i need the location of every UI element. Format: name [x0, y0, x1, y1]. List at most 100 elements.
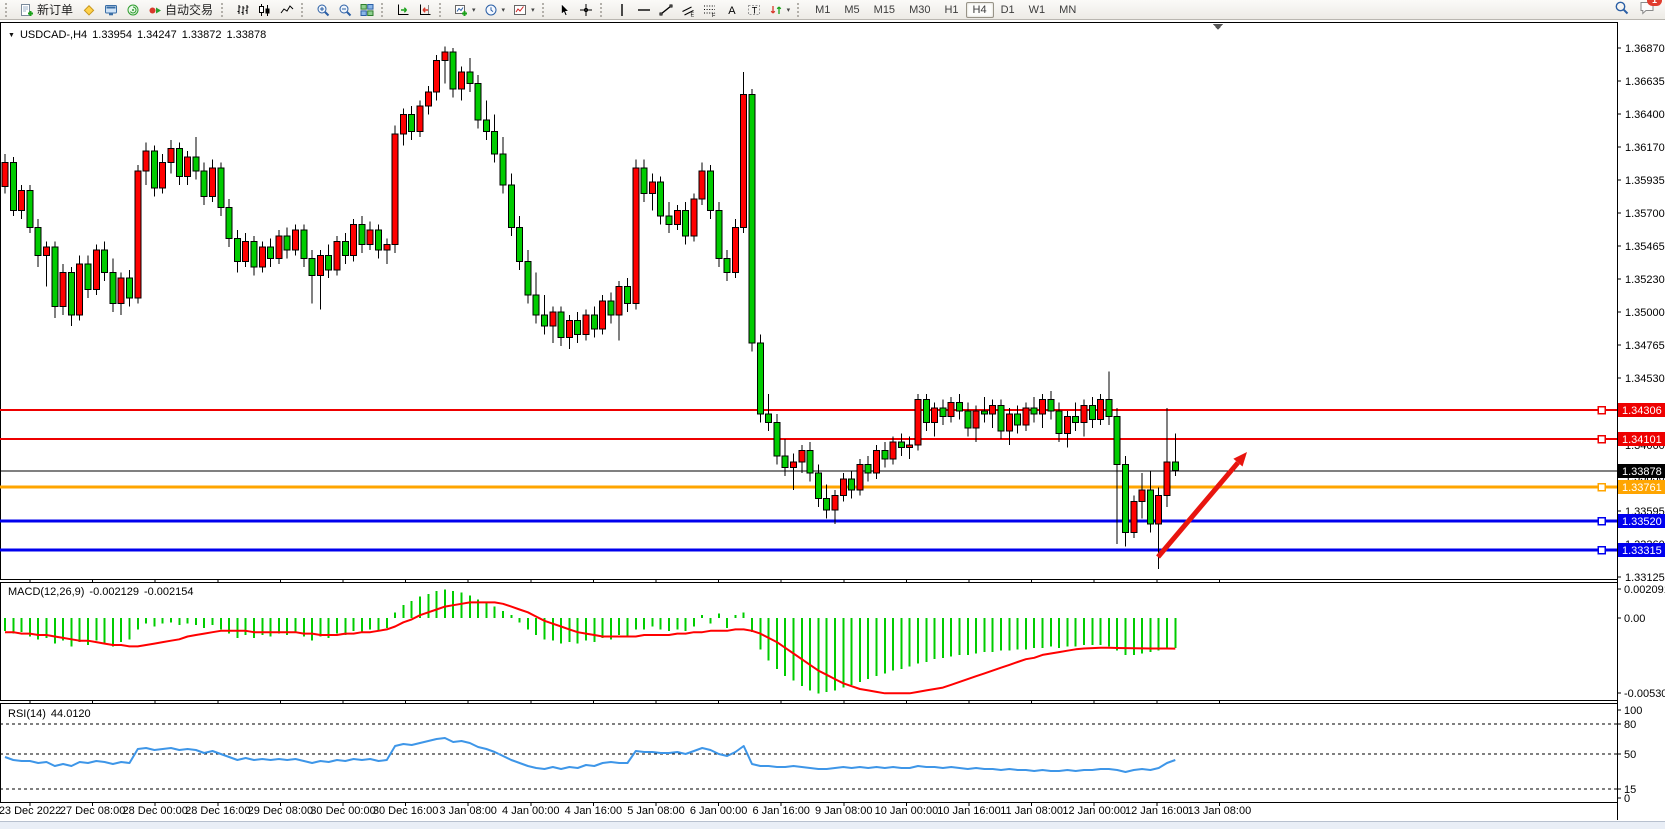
terminal-button[interactable] [100, 0, 122, 20]
terminal-icon [104, 3, 118, 17]
horizontal-line-button[interactable] [633, 0, 655, 20]
vertical-line-button[interactable] [611, 0, 633, 20]
macd-signal-line [5, 601, 1176, 695]
svg-text:1.34101: 1.34101 [1622, 434, 1662, 446]
new-order-label: 新订单 [37, 3, 74, 17]
new-chart-icon [454, 3, 468, 17]
svg-text:13 Jan 08:00: 13 Jan 08:00 [1188, 805, 1252, 817]
svg-text:0.00: 0.00 [1624, 613, 1645, 625]
svg-text:1.36870: 1.36870 [1625, 43, 1665, 55]
svg-text:-0.005303: -0.005303 [1624, 688, 1665, 700]
timeframe-m30-button[interactable]: M30 [909, 3, 931, 16]
svg-text:30 Dec 00:00: 30 Dec 00:00 [310, 805, 375, 817]
toolbar-grip[interactable] [381, 2, 387, 17]
svg-text:27 Dec 08:00: 27 Dec 08:00 [60, 805, 125, 817]
dropdown-caret-icon[interactable]: ▾ [786, 6, 791, 14]
svg-text:0: 0 [1624, 793, 1630, 805]
toolbar-grip[interactable] [301, 2, 307, 17]
one-click-panel-toggle-icon[interactable]: ▼ [8, 32, 15, 39]
svg-text:1.33520: 1.33520 [1622, 516, 1662, 528]
toolbar-grip[interactable] [221, 2, 227, 17]
price-axis[interactable]: 1.36870 1.36635 1.36400 1.36170 1.35935 1.357… [1617, 43, 1665, 584]
svg-text:1.35935: 1.35935 [1625, 175, 1665, 187]
metaeditor-button[interactable] [78, 0, 100, 20]
svg-text:12 Jan 00:00: 12 Jan 00:00 [1062, 805, 1126, 817]
dropdown-caret-icon[interactable]: ▾ [472, 6, 476, 14]
text-label-button[interactable]: T [743, 0, 765, 20]
svg-text:23 Dec 2022: 23 Dec 2022 [0, 805, 61, 817]
timeframe-m1-button[interactable]: M1 [815, 3, 831, 16]
svg-text:30 Dec 16:00: 30 Dec 16:00 [373, 805, 438, 817]
strategy-tester-button[interactable] [122, 0, 144, 20]
hline-1.34101[interactable]: 1.34101 [0, 432, 1665, 446]
auto-scroll-button[interactable] [392, 0, 414, 20]
dropdown-caret-icon[interactable]: ▾ [531, 6, 535, 14]
crosshair-button[interactable] [575, 0, 597, 20]
tile-windows-button[interactable] [356, 0, 378, 20]
status-strip [0, 821, 1665, 829]
chart-canvas[interactable]: 1.36870 1.36635 1.36400 1.36170 1.35935 1.357… [0, 20, 1665, 828]
timeframe-m15-button[interactable]: M15 [873, 3, 896, 16]
timeframe-h4-button[interactable]: H4 [965, 1, 994, 18]
svg-text:T: T [751, 5, 757, 15]
chart-window[interactable]: 1.36870 1.36635 1.36400 1.36170 1.35935 1.357… [0, 20, 1665, 829]
new-order-button[interactable]: 新订单 [16, 0, 78, 20]
zoom-in-button[interactable] [312, 0, 334, 20]
templates-button[interactable]: ▾ [509, 0, 539, 20]
text-button[interactable]: A [721, 0, 743, 20]
notifications-button[interactable]: 1 [1639, 0, 1662, 20]
svg-text:F: F [712, 12, 716, 16]
rsi-line [4, 737, 1176, 773]
hline-1.33761[interactable]: 1.33761 [0, 480, 1665, 494]
hline-1.33315[interactable]: 1.33315 [0, 543, 1665, 557]
chart-shift-marker[interactable] [1213, 24, 1223, 30]
toolbar-grip[interactable] [5, 2, 11, 17]
strategy-tester-icon [126, 3, 140, 17]
svg-text:3 Jan 08:00: 3 Jan 08:00 [439, 805, 497, 817]
svg-text:5 Jan 08:00: 5 Jan 08:00 [627, 805, 685, 817]
trend-arrow-annotation[interactable] [1156, 452, 1247, 559]
equidistant-channel-icon: E [681, 3, 695, 17]
rsi-axis[interactable]: 100 80 50 150 [1617, 705, 1642, 805]
macd-axis[interactable]: 0.002091 0.00 -0.005303 [1617, 584, 1665, 700]
toolbar-grip[interactable] [541, 2, 548, 17]
hline-1.34306[interactable]: 1.34306 [0, 403, 1665, 417]
autotrading-label: 自动交易 [165, 3, 214, 17]
timeframe-m5-button[interactable]: M5 [844, 3, 860, 16]
trendline-button[interactable] [655, 0, 677, 20]
zoom-out-button[interactable] [334, 0, 356, 20]
dropdown-caret-icon[interactable]: ▾ [501, 6, 506, 14]
toolbar-grip[interactable] [599, 2, 606, 17]
timeframe-d1-button[interactable]: D1 [1000, 3, 1015, 16]
periods-button[interactable]: ▾ [480, 0, 510, 20]
svg-text:29 Dec 08:00: 29 Dec 08:00 [248, 805, 313, 817]
svg-text:6 Jan 16:00: 6 Jan 16:00 [752, 805, 810, 817]
candlestick-chart-button[interactable] [254, 0, 276, 20]
svg-text:100: 100 [1624, 705, 1642, 717]
arrows-button[interactable]: ▾ [765, 0, 795, 20]
periods-icon [484, 3, 498, 17]
bar-chart-button[interactable] [232, 0, 254, 20]
toolbar-grip[interactable] [439, 2, 445, 17]
svg-text:1.33878: 1.33878 [1622, 466, 1662, 478]
cursor-button[interactable] [553, 0, 575, 20]
autotrading-button[interactable]: 自动交易 [144, 0, 218, 20]
svg-text:1.36400: 1.36400 [1625, 109, 1665, 121]
hline-1.33520[interactable]: 1.33520 [0, 514, 1665, 528]
line-chart-button[interactable] [276, 0, 298, 20]
toolbar-grip[interactable] [797, 2, 803, 17]
chart-shift-button[interactable] [414, 0, 436, 20]
vertical-line-icon [615, 3, 629, 17]
new-chart-button[interactable]: ▾ [450, 0, 480, 20]
equidistant-channel-button[interactable]: E [677, 0, 699, 20]
fibonacci-icon: F [703, 3, 717, 17]
fibonacci-button[interactable]: F [699, 0, 721, 20]
timeframe-w1-button[interactable]: W1 [1028, 3, 1046, 16]
zoom-out-icon [338, 3, 352, 17]
search-icon[interactable] [1614, 0, 1629, 20]
svg-text:1.35000: 1.35000 [1625, 307, 1665, 319]
timeframe-h1-button[interactable]: H1 [944, 3, 959, 16]
timeframe-mn-button[interactable]: MN [1059, 3, 1077, 16]
svg-text:11 Jan 08:00: 11 Jan 08:00 [1000, 805, 1063, 817]
